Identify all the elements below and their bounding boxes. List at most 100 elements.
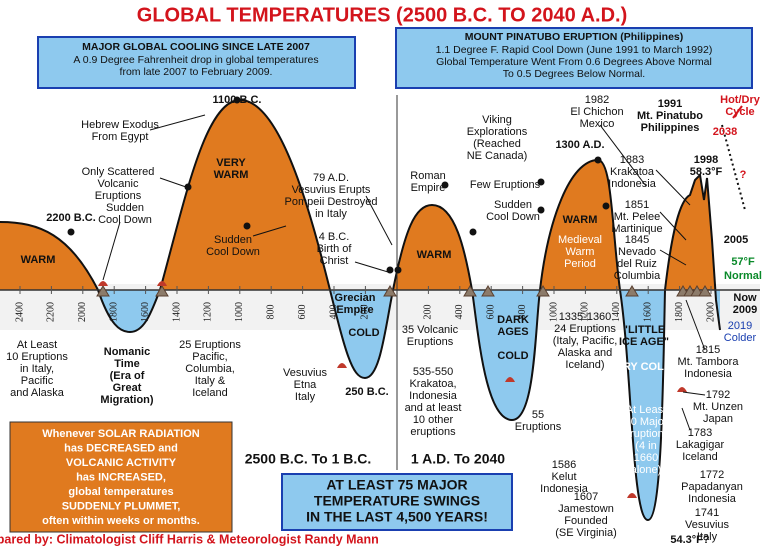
pointer — [659, 211, 687, 241]
marker-dot — [537, 206, 545, 214]
text-line: Eruptions — [515, 421, 562, 433]
volcano-icon — [481, 285, 495, 297]
text-line: 54.3°F? — [670, 534, 710, 546]
text-line: Period — [564, 258, 596, 270]
text-line: 1.1 Degree F. Rapid Cool Down (June 1991… — [436, 44, 713, 56]
text-line: "LITTLE — [623, 324, 666, 336]
text-line: Jamestown — [558, 503, 614, 515]
axis-label: 1000 — [548, 302, 559, 322]
text-line: Grecian — [335, 292, 376, 304]
marker-dot — [602, 202, 610, 210]
text-line: Time — [114, 358, 139, 370]
eruption-icon — [677, 387, 687, 392]
axis-label: 800 — [265, 305, 276, 320]
text-line: alone) — [631, 464, 662, 476]
axis-label: 1600 — [140, 302, 151, 322]
text-line: Mt. Pinatubo — [637, 110, 703, 122]
text-line: 1851 — [625, 199, 649, 211]
axis-label: 1000 — [234, 302, 245, 322]
text-line: (Italy, Pacific, — [553, 335, 618, 347]
text-line: Indonesia — [608, 178, 657, 190]
text-line: 2009 — [733, 304, 757, 316]
text-line: and Alaska — [10, 387, 65, 399]
text-line: Pompeii Destroyed — [285, 196, 378, 208]
text-line: Volcanic — [98, 178, 139, 190]
text-line: Christ — [320, 255, 349, 267]
text-line: Columbia, — [185, 363, 235, 375]
warm-area — [0, 100, 720, 290]
eruption-icon — [505, 377, 515, 382]
text-line: 1660 — [634, 452, 658, 464]
text-line: Iceland — [682, 451, 717, 463]
eruption-icon — [627, 493, 637, 498]
text-line: 2005 — [724, 234, 748, 246]
text-line: VERY — [216, 157, 246, 169]
pointer — [159, 177, 187, 188]
text-line: Cycle — [725, 106, 754, 118]
text-line: Papadanyan — [681, 481, 743, 493]
marker-dot — [233, 96, 241, 104]
marker-dot — [243, 222, 251, 230]
axis-label: 1800 — [674, 302, 685, 322]
text-line: Martinique — [611, 223, 662, 235]
text-line: Empire — [336, 304, 373, 316]
text-line: (SE Virginia) — [555, 527, 617, 539]
marker-dot — [67, 228, 75, 236]
text-line: From Egypt — [92, 131, 149, 143]
text-line: Lakagigar — [676, 439, 725, 451]
text-line: Iceland — [192, 387, 227, 399]
eruption-icon — [98, 281, 108, 286]
text-line: Empire — [411, 182, 446, 194]
text-line: in Italy — [315, 208, 347, 220]
text-line: 1 A.D. To 2040 — [411, 451, 505, 467]
text-line: Mt. Unzen — [693, 401, 743, 413]
text-line: Eruptions — [407, 336, 454, 348]
axis-label: 2000 — [705, 302, 716, 322]
text-line: Few Eruptions — [470, 179, 541, 191]
axis-label: 600 — [485, 305, 496, 320]
text-line: 1586 — [552, 459, 576, 471]
text-line: Sudden — [494, 199, 532, 211]
text-line: 2200 B.C. — [46, 212, 96, 224]
text-line: DARK — [497, 314, 529, 326]
text-line: Cool Down — [98, 214, 152, 226]
marker-dot — [394, 266, 402, 274]
text-line: Normal — [724, 270, 762, 282]
text-line: Warm — [566, 246, 595, 258]
axis-label: 1600 — [642, 302, 653, 322]
volcano-icon — [383, 285, 397, 297]
text-line: NE Canada) — [467, 150, 528, 162]
text-line: 90 Major — [625, 416, 668, 428]
text-line: Viking — [482, 114, 512, 126]
text-line: Only Scattered — [82, 166, 155, 178]
text-line: TEMPERATURE SWINGS — [314, 493, 480, 509]
temperature-curve — [0, 98, 721, 522]
text-line: 1300 A.D. — [555, 139, 604, 151]
text-line: Great — [113, 382, 142, 394]
text-line: AGES — [497, 326, 528, 338]
text-line: Indonesia — [688, 493, 737, 505]
text-line: Roman — [410, 170, 445, 182]
text-line: 1607 — [574, 491, 598, 503]
text-line: 1335-1360 — [559, 311, 612, 323]
marker-dot — [441, 181, 449, 189]
text-line: Founded — [564, 515, 607, 527]
axis-label: 2000 — [77, 302, 88, 322]
volcano-icon — [536, 285, 550, 297]
eruption-icon — [337, 363, 347, 368]
text-line: ? — [740, 169, 747, 181]
text-line: Migration) — [100, 394, 153, 406]
text-line: often within weeks or months. — [42, 515, 200, 527]
axis-label: 1400 — [611, 302, 622, 322]
pointer — [149, 114, 206, 131]
axis-label: 1800 — [108, 302, 119, 322]
text-line: 79 A.D. — [313, 172, 349, 184]
volcano-icon — [463, 285, 477, 297]
text-line: 1792 — [706, 389, 730, 401]
curve-line — [0, 98, 721, 522]
text-line: 35 Volcanic — [402, 324, 459, 336]
marker-dot — [386, 266, 394, 274]
text-line: COLD — [497, 350, 528, 362]
text-line: 2019 — [728, 320, 752, 332]
